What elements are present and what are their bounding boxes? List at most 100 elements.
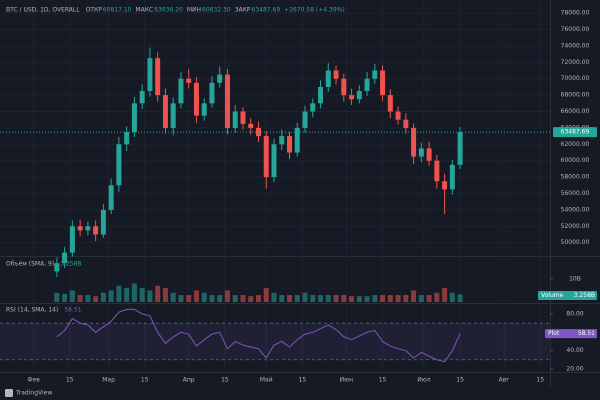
y-tick-label: 20.00 — [566, 365, 583, 372]
x-tick-label: Авг — [499, 377, 510, 384]
candle-body — [349, 95, 355, 100]
candle-body — [116, 144, 122, 186]
volume-bar — [356, 296, 362, 302]
x-tick-label: 15 — [141, 377, 149, 384]
candle-body — [442, 181, 448, 190]
x-tick-label: 15 — [66, 377, 74, 384]
panel-value: 3.258B — [60, 261, 81, 268]
volume-bar — [302, 292, 308, 302]
volume-bar — [100, 292, 106, 302]
candle-body — [380, 70, 386, 96]
y-tick-label: 80.00 — [566, 310, 583, 317]
candle-body — [279, 136, 285, 145]
x-tick-label: 15 — [299, 377, 307, 384]
x-tick-label: 15 — [379, 377, 387, 384]
volume-bar — [193, 290, 199, 302]
volume-bar — [147, 290, 153, 302]
last-price-tag — [553, 127, 597, 138]
candle-body — [418, 148, 424, 157]
candle-body — [62, 252, 68, 264]
last-price-label: 63487.69 — [561, 129, 590, 136]
volume-bar — [93, 296, 99, 302]
y-tick-label: 76000.00 — [561, 26, 590, 33]
candle-body — [100, 209, 106, 235]
logo-icon — [5, 389, 13, 397]
volume-bar — [403, 295, 409, 302]
candle-body — [457, 132, 463, 165]
volume-bar — [217, 295, 223, 302]
volume-bar — [449, 292, 455, 302]
volume-bar — [279, 295, 285, 302]
candle-body — [341, 78, 347, 96]
candle-body — [232, 111, 238, 128]
candle-body — [193, 82, 199, 116]
legend-name: ЗАКР — [235, 7, 251, 14]
candle-body — [356, 91, 362, 100]
volume-bar — [294, 295, 300, 302]
volume-bar — [372, 295, 378, 302]
volume-bar — [62, 293, 68, 302]
y-tick-label: 72000.00 — [561, 59, 590, 66]
rsi-tag-value: 58.51 — [578, 330, 595, 337]
volume-tag-name: Volume — [541, 292, 564, 299]
candle-body — [263, 136, 269, 178]
legend-name: МИН — [187, 7, 201, 14]
candle-body — [131, 103, 137, 133]
volume-bar — [131, 283, 137, 302]
candle-body — [302, 111, 308, 128]
y-tick-label: 78000.00 — [561, 10, 590, 17]
candle-body — [178, 78, 184, 104]
candle-body — [449, 164, 455, 190]
volume-bar — [124, 288, 130, 302]
candle-body — [372, 70, 378, 79]
candle-body — [186, 78, 192, 83]
volume-bar — [69, 290, 75, 302]
volume-bar — [108, 290, 114, 302]
y-tick-label: 66000.00 — [561, 108, 590, 115]
x-tick-label: Фев — [27, 377, 40, 384]
y-tick-label: 40.00 — [566, 347, 583, 354]
candle-body — [271, 144, 277, 178]
volume-bar — [310, 295, 316, 302]
volume-bar — [139, 288, 145, 302]
volume-bar — [287, 295, 293, 302]
candle-body — [426, 148, 432, 161]
x-tick-label: 15 — [221, 377, 229, 384]
y-tick-label: 70000.00 — [561, 75, 590, 82]
volume-bar — [341, 295, 347, 302]
volume-bar — [318, 295, 324, 302]
candle-body — [387, 95, 393, 112]
volume-bar — [178, 295, 184, 302]
candle-body — [54, 263, 60, 272]
candle-body — [85, 226, 91, 231]
rsi-line — [56, 308, 461, 363]
volume-bar — [201, 292, 207, 302]
volume-bar — [77, 295, 83, 302]
candle-body — [147, 58, 153, 92]
x-tick-label: Июл — [417, 377, 431, 384]
volume-bar — [232, 295, 238, 302]
candle-body — [325, 70, 331, 87]
volume-tag — [538, 291, 597, 300]
y-tick-label: 62000.00 — [561, 141, 590, 148]
y-tick-label: 52000.00 — [561, 223, 590, 230]
volume-bar — [395, 295, 401, 302]
volume-bar — [380, 295, 386, 302]
candle-body — [333, 70, 339, 79]
candle-body — [162, 95, 168, 128]
volume-bar — [170, 292, 176, 302]
volume-bar — [349, 296, 355, 302]
y-tick-label: 10B — [569, 275, 581, 282]
candle-body — [217, 74, 223, 83]
volume-bar — [162, 288, 168, 302]
volume-bar — [186, 295, 192, 302]
y-tick-label: 74000.00 — [561, 42, 590, 49]
legend-change: +2670.58 (+4.39%) — [284, 7, 345, 14]
candle-body — [201, 103, 207, 116]
volume-bar — [434, 292, 440, 302]
x-tick-label: 15 — [536, 377, 544, 384]
candle-body — [240, 111, 246, 124]
rsi-band — [0, 323, 550, 360]
volume-bar — [411, 290, 417, 302]
